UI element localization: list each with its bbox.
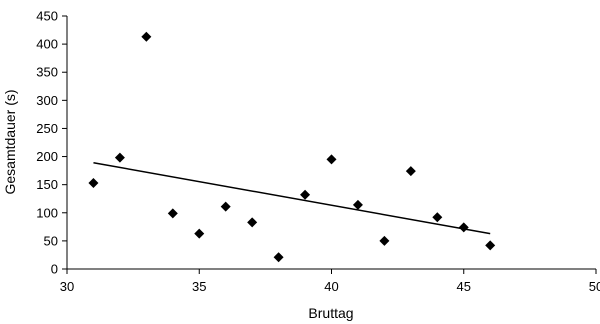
data-point — [326, 154, 337, 165]
data-point — [114, 152, 125, 163]
data-point — [432, 212, 443, 223]
x-tick-label: 50 — [589, 279, 600, 294]
data-point — [273, 252, 284, 263]
x-tick-label: 35 — [192, 279, 206, 294]
data-point — [167, 208, 178, 219]
y-axis-title: Gesamtdauer (s) — [2, 89, 18, 194]
y-axis-ticks: 0 50 100 150 200 250 300 350 400 450 — [36, 9, 67, 277]
data-point — [352, 199, 363, 210]
y-tick-label: 400 — [36, 37, 58, 52]
y-tick-label: 350 — [36, 65, 58, 80]
data-point — [220, 201, 231, 212]
y-tick-label: 50 — [44, 233, 58, 248]
data-points — [88, 31, 496, 263]
data-point — [88, 177, 99, 188]
y-tick-label: 150 — [36, 177, 58, 192]
y-tick-label: 100 — [36, 205, 58, 220]
data-point — [405, 166, 416, 177]
x-tick-label: 45 — [457, 279, 471, 294]
data-point — [194, 228, 205, 239]
data-point — [300, 189, 311, 200]
data-point — [141, 31, 152, 42]
axes — [66, 16, 596, 270]
data-point — [485, 240, 496, 251]
x-tick-label: 40 — [324, 279, 338, 294]
x-tick-label: 30 — [60, 279, 74, 294]
y-tick-label: 250 — [36, 121, 58, 136]
data-point — [379, 235, 390, 246]
x-axis-title: Bruttag — [308, 305, 353, 321]
y-tick-label: 300 — [36, 93, 58, 108]
data-point — [458, 222, 469, 233]
trendline — [93, 162, 491, 235]
data-point — [247, 217, 258, 228]
y-tick-label: 0 — [51, 262, 58, 277]
y-tick-label: 450 — [36, 9, 58, 24]
x-axis-ticks: 30 35 40 45 50 — [60, 269, 600, 294]
y-tick-label: 200 — [36, 149, 58, 164]
